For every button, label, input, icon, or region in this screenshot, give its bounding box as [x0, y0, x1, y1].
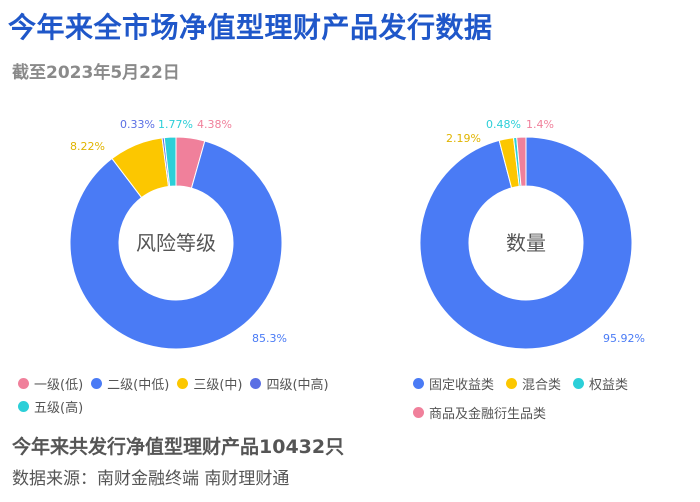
- legend-label: 权益类: [589, 378, 629, 393]
- legend-item[interactable]: 三级(中): [177, 374, 242, 393]
- data-label-risk-2: 85.3%: [252, 332, 287, 345]
- total-issued: 今年来共发行净值型理财产品10432只: [12, 436, 345, 458]
- legend-dot-icon: [18, 378, 29, 389]
- legend-dot-icon: [250, 378, 262, 389]
- legend-dot-icon: [506, 378, 518, 389]
- legend-label: 商品及金融衍生品类: [429, 407, 547, 422]
- legend-dot-icon: [18, 401, 29, 412]
- legend-item[interactable]: 固定收益类: [413, 374, 494, 393]
- legend-label: 三级(中): [193, 378, 243, 393]
- legend-dot-icon: [413, 378, 424, 389]
- donut-slice-0-1[interactable]: [69, 140, 283, 350]
- page-title: 今年来全市场净值型理财产品发行数据: [8, 11, 493, 44]
- data-label-type-2: 2.19%: [446, 132, 481, 145]
- legend-label: 二级(中低): [107, 378, 170, 393]
- data-label-risk-4: 0.33%: [120, 118, 155, 131]
- donut-slice-0-4[interactable]: [163, 136, 177, 187]
- legend-item[interactable]: 一级(低): [18, 374, 83, 393]
- data-label-risk-1: 4.38%: [197, 118, 232, 131]
- donut-slice-1-0[interactable]: [419, 136, 633, 350]
- legend-dot-icon: [91, 378, 103, 389]
- data-label-type-1: 95.92%: [603, 332, 645, 345]
- legend-label: 一级(低): [34, 378, 84, 393]
- center-label-risk: 风险等级: [136, 231, 216, 255]
- legend-dot-icon: [177, 378, 189, 389]
- legend-label: 混合类: [522, 378, 562, 393]
- subtitle-date: 截至2023年5月22日: [12, 63, 180, 83]
- legend-item[interactable]: 四级(中高): [250, 374, 329, 393]
- data-source: 数据来源：南财金融终端 南财理财通: [12, 469, 290, 489]
- legend-item[interactable]: 混合类: [506, 374, 561, 393]
- data-label-type-4: 1.4%: [526, 118, 554, 131]
- legend-item[interactable]: 权益类: [573, 374, 628, 393]
- legend-risk: 一级(低) 二级(中低) 三级(中) 四级(中高) 五级(高): [18, 374, 348, 416]
- legend-item[interactable]: 二级(中低): [91, 374, 169, 393]
- legend-type: 固定收益类 混合类 权益类 商品及金融衍生品类: [413, 374, 683, 422]
- legend-label: 五级(高): [34, 401, 84, 416]
- legend-dot-icon: [413, 407, 424, 418]
- center-label-count: 数量: [506, 231, 546, 255]
- legend-dot-icon: [573, 378, 585, 389]
- donut-slice-1-3[interactable]: [516, 136, 527, 187]
- data-label-risk-5: 1.77%: [158, 118, 193, 131]
- legend-item[interactable]: 五级(高): [18, 397, 83, 416]
- data-label-risk-3: 8.22%: [70, 140, 105, 153]
- legend-item[interactable]: 商品及金融衍生品类: [413, 403, 546, 422]
- legend-label: 四级(中高): [266, 378, 329, 393]
- data-label-type-3: 0.48%: [486, 118, 521, 131]
- legend-label: 固定收益类: [429, 378, 495, 393]
